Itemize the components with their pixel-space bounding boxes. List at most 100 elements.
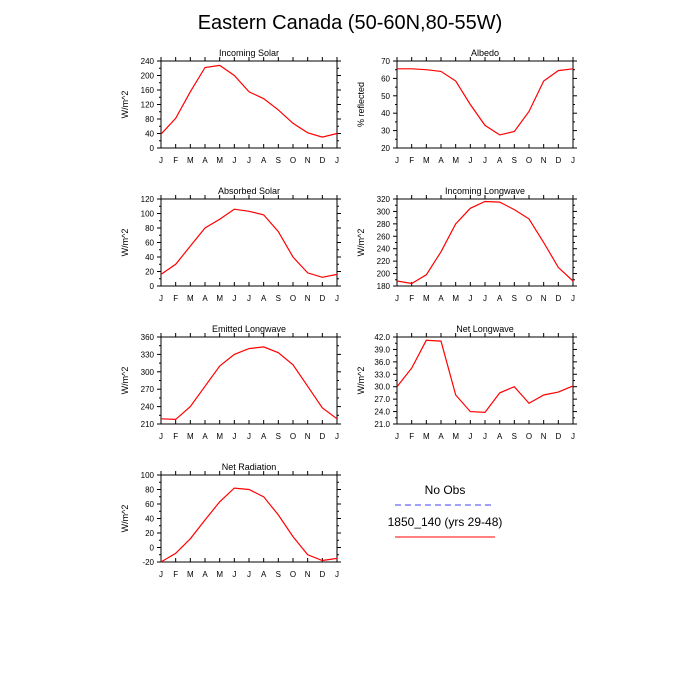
y-tick-label: 60 [145, 500, 154, 509]
x-tick-label: J [335, 156, 339, 165]
plot-frame [396, 60, 574, 149]
y-tick-label: 40 [145, 515, 154, 524]
x-tick-label: M [452, 156, 459, 165]
series-line-model [160, 487, 338, 563]
plot-frame [160, 336, 338, 425]
x-tick-label: J [571, 294, 575, 303]
x-tick-label: M [216, 294, 223, 303]
x-tick-label: J [247, 570, 251, 579]
series-line-model [396, 339, 574, 414]
x-tick-label: J [468, 432, 472, 441]
y-tick-label: 100 [141, 471, 155, 480]
x-tick-label: O [526, 432, 532, 441]
plot-frame [160, 60, 338, 149]
x-tick-label: A [261, 156, 267, 165]
x-tick-label: N [305, 432, 311, 441]
panel-title: Net Longwave [456, 324, 514, 334]
y-tick-label: 300 [141, 368, 155, 377]
x-tick-label: A [261, 294, 267, 303]
y-tick-label: 40 [381, 109, 390, 118]
panel-title: Emitted Longwave [212, 324, 286, 334]
y-tick-label: 180 [377, 282, 391, 291]
x-tick-label: J [395, 294, 399, 303]
x-tick-label: J [395, 156, 399, 165]
x-tick-label: J [247, 432, 251, 441]
y-axis-label: W/m^2 [120, 91, 130, 119]
y-tick-label: 120 [141, 101, 155, 110]
y-tick-label: -20 [142, 558, 154, 567]
y-tick-label: 27.0 [374, 395, 390, 404]
x-tick-label: F [173, 570, 178, 579]
page-title: Eastern Canada (50-60N,80-55W) [197, 12, 503, 34]
x-tick-label: F [409, 294, 414, 303]
y-tick-label: 160 [141, 86, 155, 95]
x-tick-label: A [438, 432, 444, 441]
x-tick-label: J [571, 156, 575, 165]
y-tick-label: 40 [145, 130, 154, 139]
x-tick-label: M [423, 294, 430, 303]
x-tick-label: D [319, 432, 325, 441]
x-tick-label: M [452, 294, 459, 303]
y-tick-label: 70 [381, 57, 390, 66]
y-axis-label: W/m^2 [120, 367, 130, 395]
x-tick-label: M [216, 156, 223, 165]
x-tick-label: D [555, 294, 561, 303]
panel-title: Absorbed Solar [218, 186, 280, 196]
legend-label-obs: No Obs [425, 483, 466, 497]
x-tick-label: J [232, 156, 236, 165]
y-tick-label: 20 [381, 144, 390, 153]
x-tick-label: O [290, 570, 296, 579]
x-tick-label: J [483, 294, 487, 303]
plot-frame [396, 198, 574, 287]
x-tick-label: D [319, 294, 325, 303]
y-tick-label: 0 [150, 144, 155, 153]
y-tick-label: 39.0 [374, 345, 390, 354]
y-tick-label: 80 [145, 486, 154, 495]
x-tick-label: J [159, 294, 163, 303]
y-tick-label: 33.0 [374, 370, 390, 379]
series-line-model [160, 208, 338, 278]
y-tick-label: 200 [141, 72, 155, 81]
x-tick-label: J [483, 432, 487, 441]
x-tick-label: F [409, 432, 414, 441]
x-tick-label: N [305, 156, 311, 165]
x-tick-label: S [276, 570, 281, 579]
y-axis-label: W/m^2 [356, 367, 366, 395]
x-tick-label: N [541, 156, 547, 165]
x-tick-label: O [290, 156, 296, 165]
y-tick-label: 120 [141, 195, 155, 204]
x-tick-label: J [159, 570, 163, 579]
panel-title: Albedo [471, 48, 499, 58]
y-axis-label: W/m^2 [120, 229, 130, 257]
y-tick-label: 280 [377, 220, 391, 229]
x-tick-label: J [159, 432, 163, 441]
x-tick-label: A [438, 156, 444, 165]
x-tick-label: J [232, 294, 236, 303]
x-tick-label: F [173, 156, 178, 165]
x-tick-label: A [438, 294, 444, 303]
x-tick-label: J [159, 156, 163, 165]
y-tick-label: 80 [145, 224, 154, 233]
series-line-model [396, 200, 574, 285]
x-tick-label: J [483, 156, 487, 165]
y-tick-label: 30.0 [374, 383, 390, 392]
x-tick-label: D [555, 156, 561, 165]
y-tick-label: 21.0 [374, 420, 390, 429]
y-tick-label: 40 [145, 253, 154, 262]
y-tick-label: 330 [141, 350, 155, 359]
y-tick-label: 240 [377, 245, 391, 254]
x-tick-label: N [305, 570, 311, 579]
x-tick-label: S [512, 156, 517, 165]
x-tick-label: J [395, 432, 399, 441]
x-tick-label: S [512, 294, 517, 303]
x-tick-label: D [319, 156, 325, 165]
y-tick-label: 240 [141, 57, 155, 66]
x-tick-label: M [187, 432, 194, 441]
plot-frame [160, 198, 338, 287]
x-tick-label: A [202, 294, 208, 303]
x-tick-label: J [335, 570, 339, 579]
x-tick-label: J [232, 432, 236, 441]
x-tick-label: N [305, 294, 311, 303]
